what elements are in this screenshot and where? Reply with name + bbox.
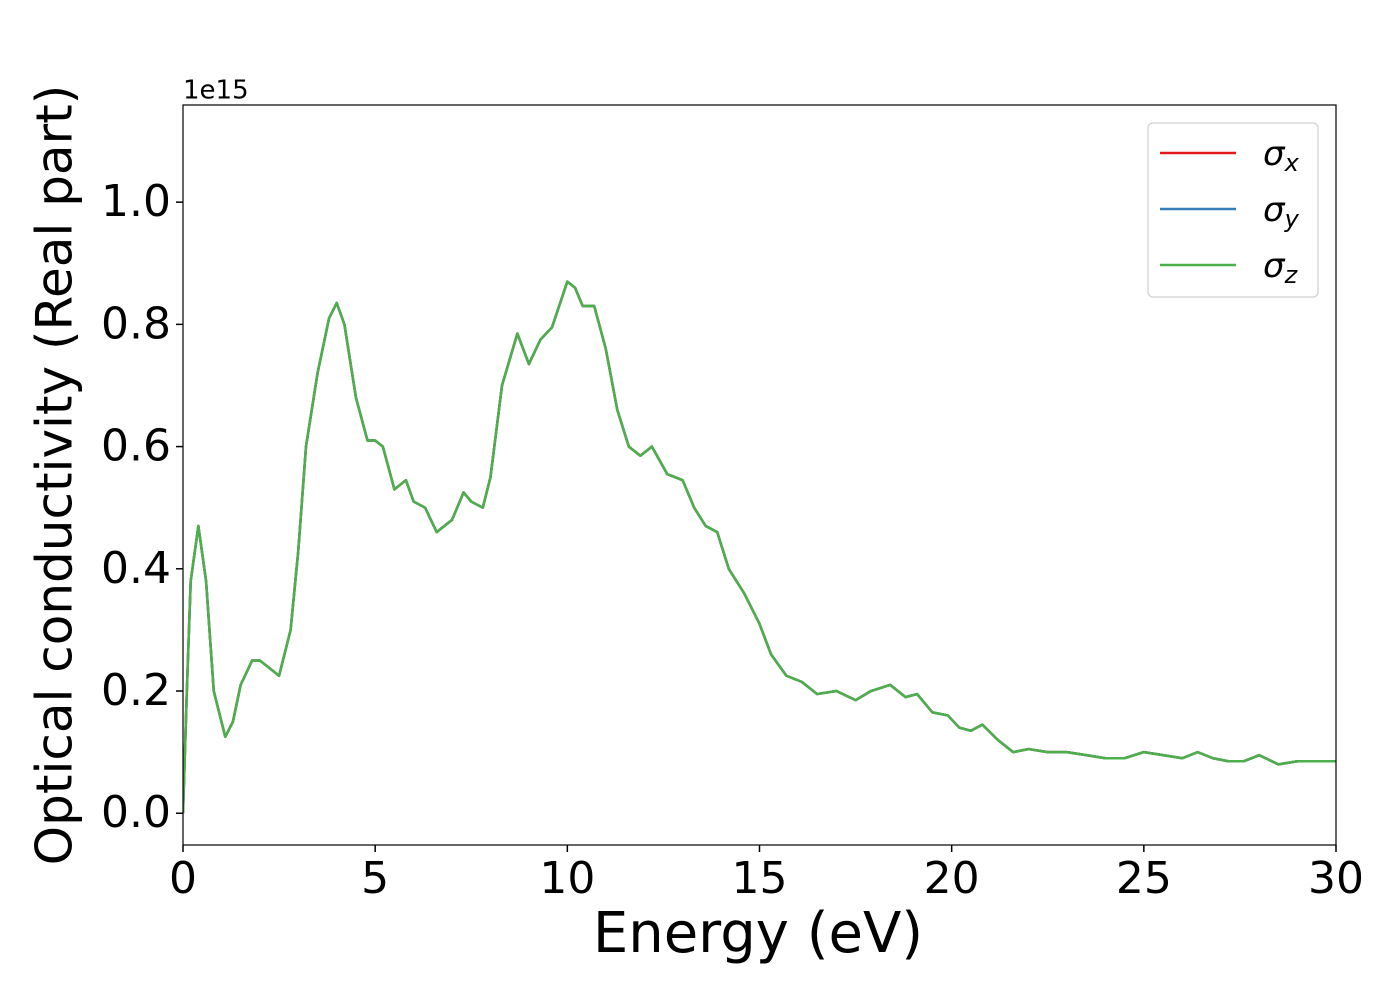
- legend-label: σz: [1263, 246, 1299, 290]
- y-tick-label: 0.4: [101, 543, 171, 594]
- legend-label: σx: [1263, 134, 1300, 178]
- x-tick-label: 0: [169, 853, 197, 904]
- y-offset-label: 1e15: [183, 76, 249, 106]
- x-tick-label: 15: [732, 853, 788, 904]
- y-tick-label: 0.8: [101, 298, 171, 349]
- y-axis-label: Optical conductivity (Real part): [26, 85, 84, 866]
- legend-label: σy: [1263, 190, 1300, 234]
- y-tick-label: 1.0: [101, 176, 171, 227]
- x-tick-label: 25: [1116, 853, 1172, 904]
- x-tick-label: 10: [539, 853, 595, 904]
- x-tick-label: 30: [1308, 853, 1364, 904]
- series-line: [183, 280, 1336, 814]
- plot-frame: [182, 104, 1337, 846]
- x-axis-label: Energy (eV): [593, 901, 923, 966]
- y-tick-label: 0.2: [101, 665, 171, 716]
- x-tick-label: 20: [924, 853, 980, 904]
- x-tick-label: 5: [361, 853, 389, 904]
- y-tick-label: 0.6: [101, 421, 171, 472]
- y-tick-label: 0.0: [101, 787, 171, 838]
